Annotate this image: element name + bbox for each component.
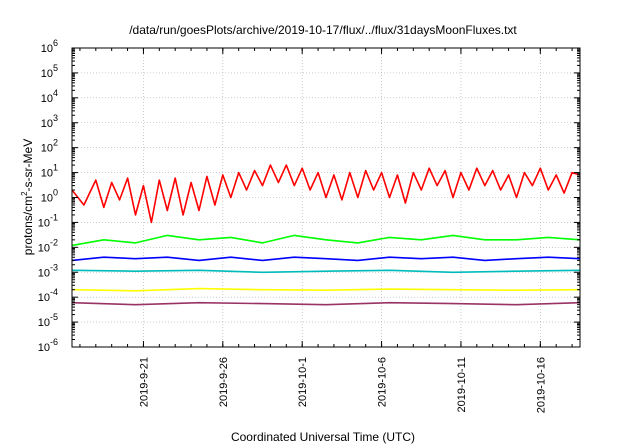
grid-lines	[72, 48, 580, 347]
series-line-6	[71, 301, 581, 306]
y-tick-label: 105	[41, 63, 58, 80]
y-tick-label: 10-2	[38, 237, 58, 254]
y-tick-label: 10-4	[38, 287, 58, 304]
series-line-2	[71, 234, 581, 247]
y-tick-label: 10-6	[38, 337, 58, 354]
y-tick-label: 106	[41, 38, 58, 55]
y-axis-label-sup: 2	[20, 191, 29, 196]
y-axis: 10-6 10-5 10-4 10-3 10-2 10-1 100 101 102 103 104 1…	[38, 38, 580, 354]
y-tick-label: 10-3	[38, 262, 58, 279]
x-tick-label: 2019-9-26	[218, 357, 230, 407]
x-tick-label: 2019-10-11	[456, 357, 468, 412]
y-tick-label: 104	[41, 88, 58, 105]
x-tick-label: 2019-10-6	[377, 357, 389, 407]
series-line-5	[71, 287, 581, 292]
y-axis-label-base: protons/cm	[21, 196, 35, 255]
series-line-1	[71, 164, 581, 224]
x-tick-label: 2019-10-1	[297, 357, 309, 407]
y-tick-label: 10-5	[38, 312, 58, 329]
x-axis-label: Coordinated Universal Time (UTC)	[231, 430, 415, 444]
y-tick-label: 10-1	[38, 212, 58, 229]
series-line-4	[71, 269, 581, 274]
series-layer	[71, 164, 581, 306]
y-tick-label: 100	[41, 188, 58, 205]
x-tick-label: 2019-10-16	[535, 357, 547, 413]
y-tick-label: 101	[41, 163, 58, 180]
series-line-3	[71, 256, 581, 262]
y-tick-label: 103	[41, 113, 58, 130]
y-axis-label-rest: -s-sr-MeV	[21, 139, 35, 192]
x-axis: 2019-9-21 2019-9-26 2019-10-1 2019-10-6 2019…	[79, 48, 573, 413]
y-tick-label: 102	[41, 138, 58, 155]
x-tick-label: 2019-9-21	[138, 357, 150, 407]
chart-title: /data/run/goesPlots/archive/2019-10-17/f…	[129, 23, 517, 37]
y-axis-label: protons/cm2-s-sr-MeV	[20, 139, 35, 255]
